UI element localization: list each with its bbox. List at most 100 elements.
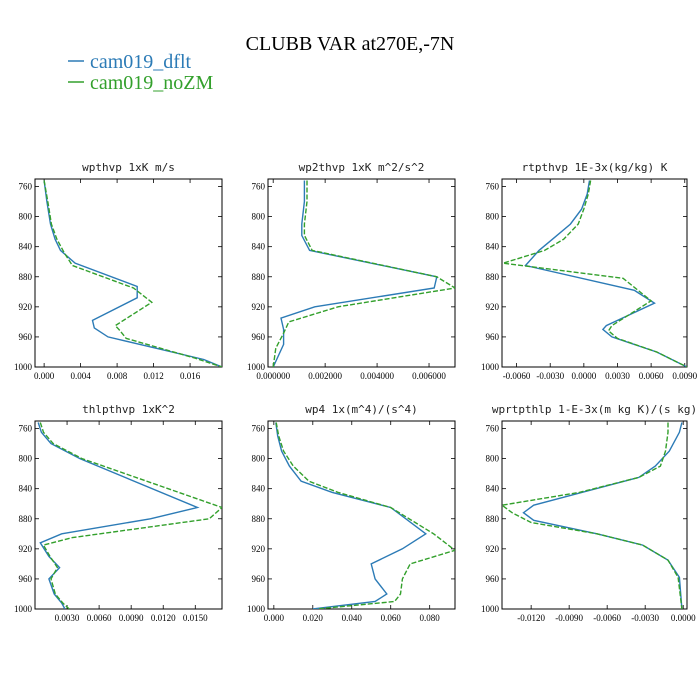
panel-title: wpthvp 1xK m/s xyxy=(82,161,175,174)
y-tick-label: 960 xyxy=(19,332,33,342)
panel-frame xyxy=(501,178,688,368)
x-tick-label: 0.060 xyxy=(381,613,402,623)
x-tick-label: -0.0030 xyxy=(536,371,564,381)
x-tick-label: 0.0120 xyxy=(151,613,176,623)
x-tick-label: 0.000 xyxy=(264,613,285,623)
x-tick-label: 0.0000 xyxy=(671,613,696,623)
y-tick-label: 840 xyxy=(252,484,266,494)
y-tick-label: 800 xyxy=(486,454,500,464)
y-tick-label: 840 xyxy=(19,242,33,252)
panel-title: wprtpthlp 1-E-3x(m kg K)/(s kg) xyxy=(492,403,697,416)
series-line-cam019_noZM xyxy=(43,180,222,367)
y-tick-label: 1000 xyxy=(247,362,266,372)
series-line-cam019_noZM xyxy=(272,180,455,367)
series-line-cam019_dflt xyxy=(43,180,222,367)
y-tick-label: 840 xyxy=(486,242,500,252)
x-tick-label: 0.004 xyxy=(70,371,91,381)
y-tick-label: 880 xyxy=(486,272,500,282)
series-line-cam019_noZM xyxy=(502,180,687,367)
y-tick-label: 960 xyxy=(486,332,500,342)
y-tick-label: 760 xyxy=(486,182,500,192)
panel-frame xyxy=(267,178,456,368)
x-tick-label: 0.080 xyxy=(420,613,441,623)
panel-title: thlpthvp 1xK^2 xyxy=(82,403,175,416)
series-line-cam019_dflt xyxy=(275,422,428,609)
y-tick-label: 800 xyxy=(486,212,500,222)
y-tick-label: 920 xyxy=(252,302,266,312)
x-tick-label: -0.0030 xyxy=(631,613,659,623)
y-tick-label: 1000 xyxy=(14,604,33,614)
y-tick-label: 1000 xyxy=(481,604,500,614)
y-tick-label: 920 xyxy=(19,302,33,312)
x-tick-label: 0.0090 xyxy=(672,371,697,381)
y-tick-label: 760 xyxy=(19,182,33,192)
panel-5: wp4 1x(m^4)/(s^4)76080084088092096010000… xyxy=(247,403,456,623)
y-tick-label: 1000 xyxy=(14,362,33,372)
y-tick-label: 800 xyxy=(252,454,266,464)
x-tick-label: -0.0060 xyxy=(503,371,531,381)
y-tick-label: 960 xyxy=(19,574,33,584)
x-tick-label: -0.0090 xyxy=(555,613,583,623)
x-tick-label: -0.0060 xyxy=(593,613,621,623)
x-tick-label: 0.040 xyxy=(342,613,363,623)
y-tick-label: 840 xyxy=(252,242,266,252)
y-tick-label: 880 xyxy=(19,514,33,524)
legend-label-nozm: cam019_noZM xyxy=(90,72,214,94)
x-tick-label: 0.008 xyxy=(107,371,128,381)
series-line-cam019_dflt xyxy=(524,180,687,367)
x-tick-label: 0.000000 xyxy=(256,371,290,381)
y-tick-label: 880 xyxy=(19,272,33,282)
series-line-cam019_dflt xyxy=(522,422,683,609)
y-tick-label: 840 xyxy=(486,484,500,494)
series-line-cam019_noZM xyxy=(502,422,683,609)
y-tick-label: 840 xyxy=(19,484,33,494)
panel-3: rtpthvp 1E-3x(kg/kg) K 760 800 840 880 920 960… xyxy=(481,161,698,381)
panel-frame xyxy=(501,420,688,610)
panel-frame xyxy=(267,420,456,610)
x-tick-label: 0.0030 xyxy=(55,613,80,623)
x-tick-label: 0.020 xyxy=(303,613,324,623)
series-line-cam019_noZM xyxy=(39,422,222,609)
panel-frame xyxy=(34,178,223,368)
legend-label-dflt: cam019_dflt xyxy=(90,51,192,73)
y-tick-label: 800 xyxy=(19,454,33,464)
y-tick-label: 800 xyxy=(19,212,33,222)
y-tick-label: 760 xyxy=(486,424,500,434)
y-tick-label: 760 xyxy=(252,182,266,192)
x-tick-label: 0.0000 xyxy=(571,371,596,381)
x-tick-label: 0.004000 xyxy=(360,371,394,381)
x-tick-label: 0.002000 xyxy=(308,371,342,381)
x-tick-label: 0.0090 xyxy=(119,613,144,623)
y-tick-label: 800 xyxy=(252,212,266,222)
panel-1: wpthvp 1xK m/s76080084088092096010000.00… xyxy=(14,161,223,381)
y-tick-label: 760 xyxy=(19,424,33,434)
x-tick-label: 0.0030 xyxy=(605,371,630,381)
chart-title: CLUBB VAR at270E,-7N xyxy=(246,33,455,55)
series-line-cam019_dflt xyxy=(37,422,200,609)
legend: cam019_dflt cam019_noZM xyxy=(68,51,214,94)
y-tick-label: 960 xyxy=(252,574,266,584)
y-tick-label: 920 xyxy=(252,544,266,554)
x-tick-label: -0.0120 xyxy=(517,613,545,623)
y-tick-label: 1000 xyxy=(247,604,266,614)
y-tick-label: 880 xyxy=(486,514,500,524)
panel-title: rtpthvp 1E-3x(kg/kg) K xyxy=(522,161,668,174)
panel-frame xyxy=(34,420,223,610)
panel-6: wprtpthlp 1-E-3x(m kg K)/(s kg) 760 800 840… xyxy=(481,403,697,623)
y-tick-label: 760 xyxy=(252,424,266,434)
y-tick-label: 880 xyxy=(252,514,266,524)
panel-2: wp2thvp 1xK m^2/s^2 760 800 840 880 920 960 100… xyxy=(247,161,456,381)
y-tick-label: 920 xyxy=(19,544,33,554)
x-tick-label: 0.0060 xyxy=(87,613,112,623)
y-tick-label: 920 xyxy=(486,544,500,554)
x-tick-label: 0.0060 xyxy=(639,371,664,381)
x-tick-label: 0.0150 xyxy=(183,613,208,623)
y-tick-label: 920 xyxy=(486,302,500,312)
panel-title: wp4 1x(m^4)/(s^4) xyxy=(305,403,418,416)
y-tick-label: 960 xyxy=(252,332,266,342)
x-tick-label: 0.012 xyxy=(143,371,163,381)
x-tick-label: 0.000 xyxy=(34,371,55,381)
x-tick-label: 0.016 xyxy=(180,371,201,381)
panel-title: wp2thvp 1xK m^2/s^2 xyxy=(299,161,425,174)
